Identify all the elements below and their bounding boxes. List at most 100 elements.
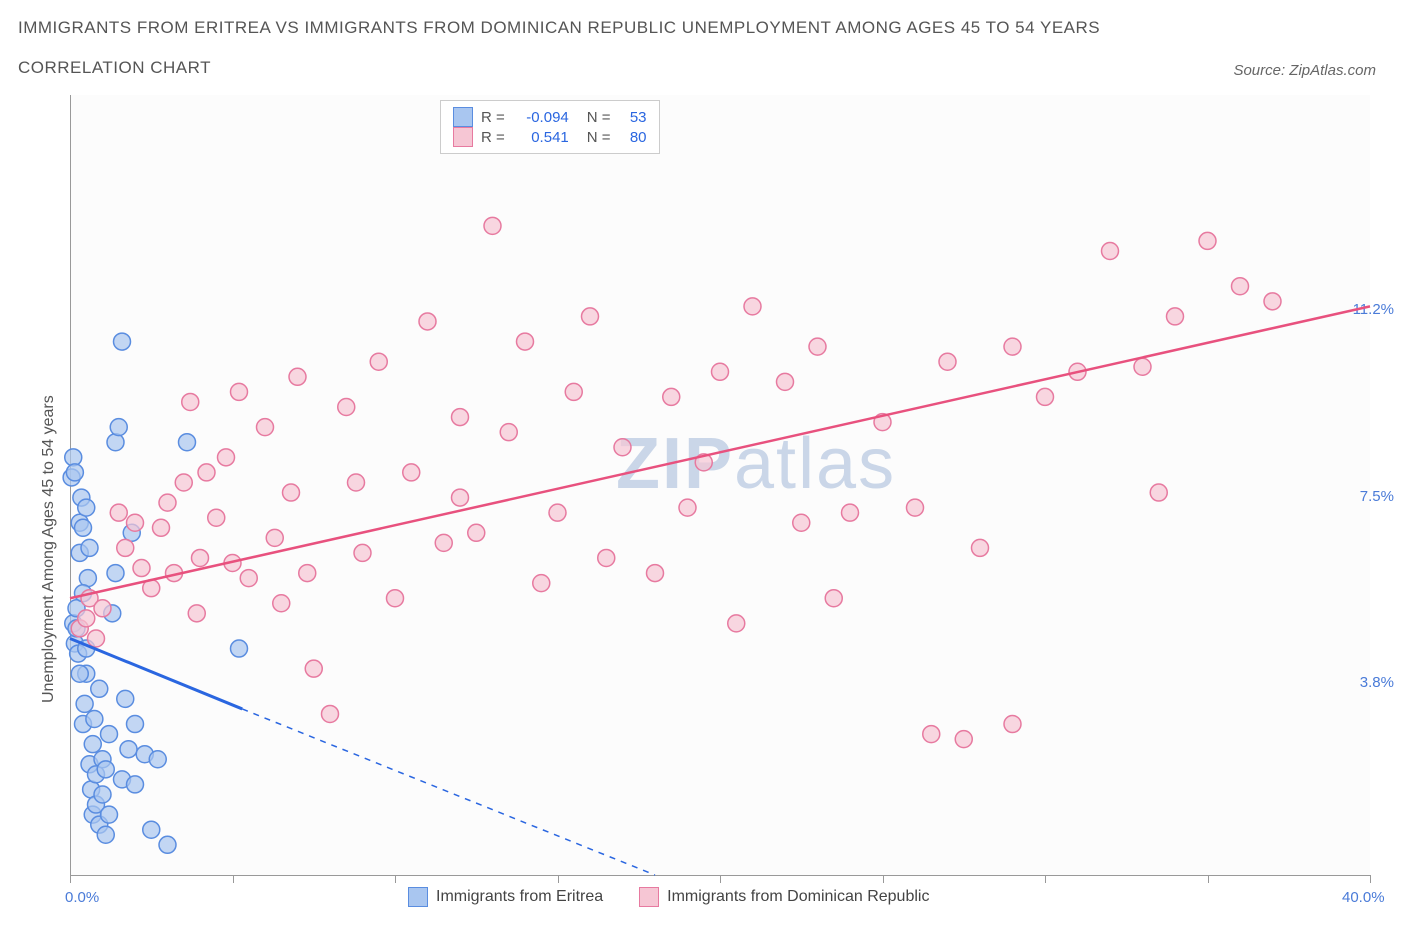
dominican-point (582, 308, 599, 325)
dominican-point (744, 298, 761, 315)
eritrea-point (107, 565, 124, 582)
legend-r-value: -0.094 (513, 109, 569, 126)
dominican-point (159, 494, 176, 511)
dominican-point (1232, 278, 1249, 295)
dominican-point (939, 353, 956, 370)
dominican-point (289, 368, 306, 385)
bottom-legend-label: Immigrants from Eritrea (436, 888, 603, 905)
eritrea-point (84, 736, 101, 753)
dominican-point (322, 705, 339, 722)
dominican-point (1264, 293, 1281, 310)
eritrea-point (107, 434, 124, 451)
chart-container: IMMIGRANTS FROM ERITREA VS IMMIGRANTS FR… (0, 0, 1406, 930)
dominican-point (1004, 716, 1021, 733)
dominican-point (198, 464, 215, 481)
dominican-point (182, 393, 199, 410)
eritrea-trend-line-dashed (242, 709, 655, 875)
eritrea-point (149, 751, 166, 768)
dominican-point (299, 565, 316, 582)
dominican-point (679, 499, 696, 516)
dominican-point (614, 439, 631, 456)
dominican-point (435, 534, 452, 551)
dominican-point (218, 449, 235, 466)
dominican-point (338, 399, 355, 416)
legend-n-label: N = (587, 129, 611, 146)
dominican-point (923, 726, 940, 743)
dominican-point (1037, 388, 1054, 405)
eritrea-point (179, 434, 196, 451)
eritrea-point (110, 419, 127, 436)
eritrea-point (159, 836, 176, 853)
eritrea-point (127, 716, 144, 733)
dominican-point (647, 565, 664, 582)
dominican-point (127, 514, 144, 531)
dominican-point (110, 504, 127, 521)
dominican-point (598, 549, 615, 566)
eritrea-point (114, 333, 131, 350)
dominican-point (208, 509, 225, 526)
eritrea-point (75, 519, 92, 536)
dominican-point (825, 590, 842, 607)
dominican-point (468, 524, 485, 541)
dominican-point (500, 424, 517, 441)
dominican-point (192, 549, 209, 566)
eritrea-point (86, 711, 103, 728)
eritrea-point (94, 786, 111, 803)
bottom-legend-item: Immigrants from Dominican Republic (639, 887, 929, 907)
dominican-point (549, 504, 566, 521)
dominican-point (1102, 243, 1119, 260)
eritrea-point (101, 806, 118, 823)
eritrea-point (143, 821, 160, 838)
dominican-point (809, 338, 826, 355)
eritrea-trend-line (70, 638, 242, 708)
eritrea-point (91, 680, 108, 697)
dominican-point (842, 504, 859, 521)
legend-r-label: R = (481, 109, 505, 126)
dominican-point (257, 419, 274, 436)
legend-swatch (639, 887, 659, 907)
legend-stats-box: R =-0.094N =53R =0.541N =80 (440, 100, 660, 154)
dominican-point (231, 383, 248, 400)
dominican-point (78, 610, 95, 627)
dominican-point (117, 539, 134, 556)
legend-swatch (453, 127, 473, 147)
eritrea-point (127, 776, 144, 793)
dominican-point (533, 575, 550, 592)
bottom-legend-label: Immigrants from Dominican Republic (667, 888, 929, 905)
dominican-point (88, 630, 105, 647)
dominican-trend-line (70, 306, 1370, 598)
eritrea-point (71, 665, 88, 682)
legend-stats-row: R =0.541N =80 (453, 127, 647, 147)
legend-stats-row: R =-0.094N =53 (453, 107, 647, 127)
dominican-point (907, 499, 924, 516)
bottom-legend: Immigrants from Eritrea Immigrants from D… (408, 887, 929, 907)
dominican-point (370, 353, 387, 370)
dominican-point (305, 660, 322, 677)
dominican-point (273, 595, 290, 612)
legend-swatch (453, 107, 473, 127)
dominican-point (452, 409, 469, 426)
dominican-point (266, 529, 283, 546)
dominican-point (663, 388, 680, 405)
legend-swatch (408, 887, 428, 907)
dominican-point (484, 217, 501, 234)
dominican-point (94, 600, 111, 617)
legend-n-label: N = (587, 109, 611, 126)
dominican-point (1167, 308, 1184, 325)
dominican-point (1150, 484, 1167, 501)
legend-n-value: 80 (619, 129, 647, 146)
dominican-point (240, 570, 257, 587)
eritrea-point (231, 640, 248, 657)
eritrea-point (97, 761, 114, 778)
eritrea-point (117, 690, 134, 707)
eritrea-point (78, 499, 95, 516)
legend-r-value: 0.541 (513, 129, 569, 146)
dominican-point (348, 474, 365, 491)
dominican-point (1134, 358, 1151, 375)
dominican-point (387, 590, 404, 607)
dominican-point (354, 544, 371, 561)
eritrea-point (81, 539, 98, 556)
dominican-point (419, 313, 436, 330)
dominican-point (403, 464, 420, 481)
eritrea-point (65, 449, 82, 466)
